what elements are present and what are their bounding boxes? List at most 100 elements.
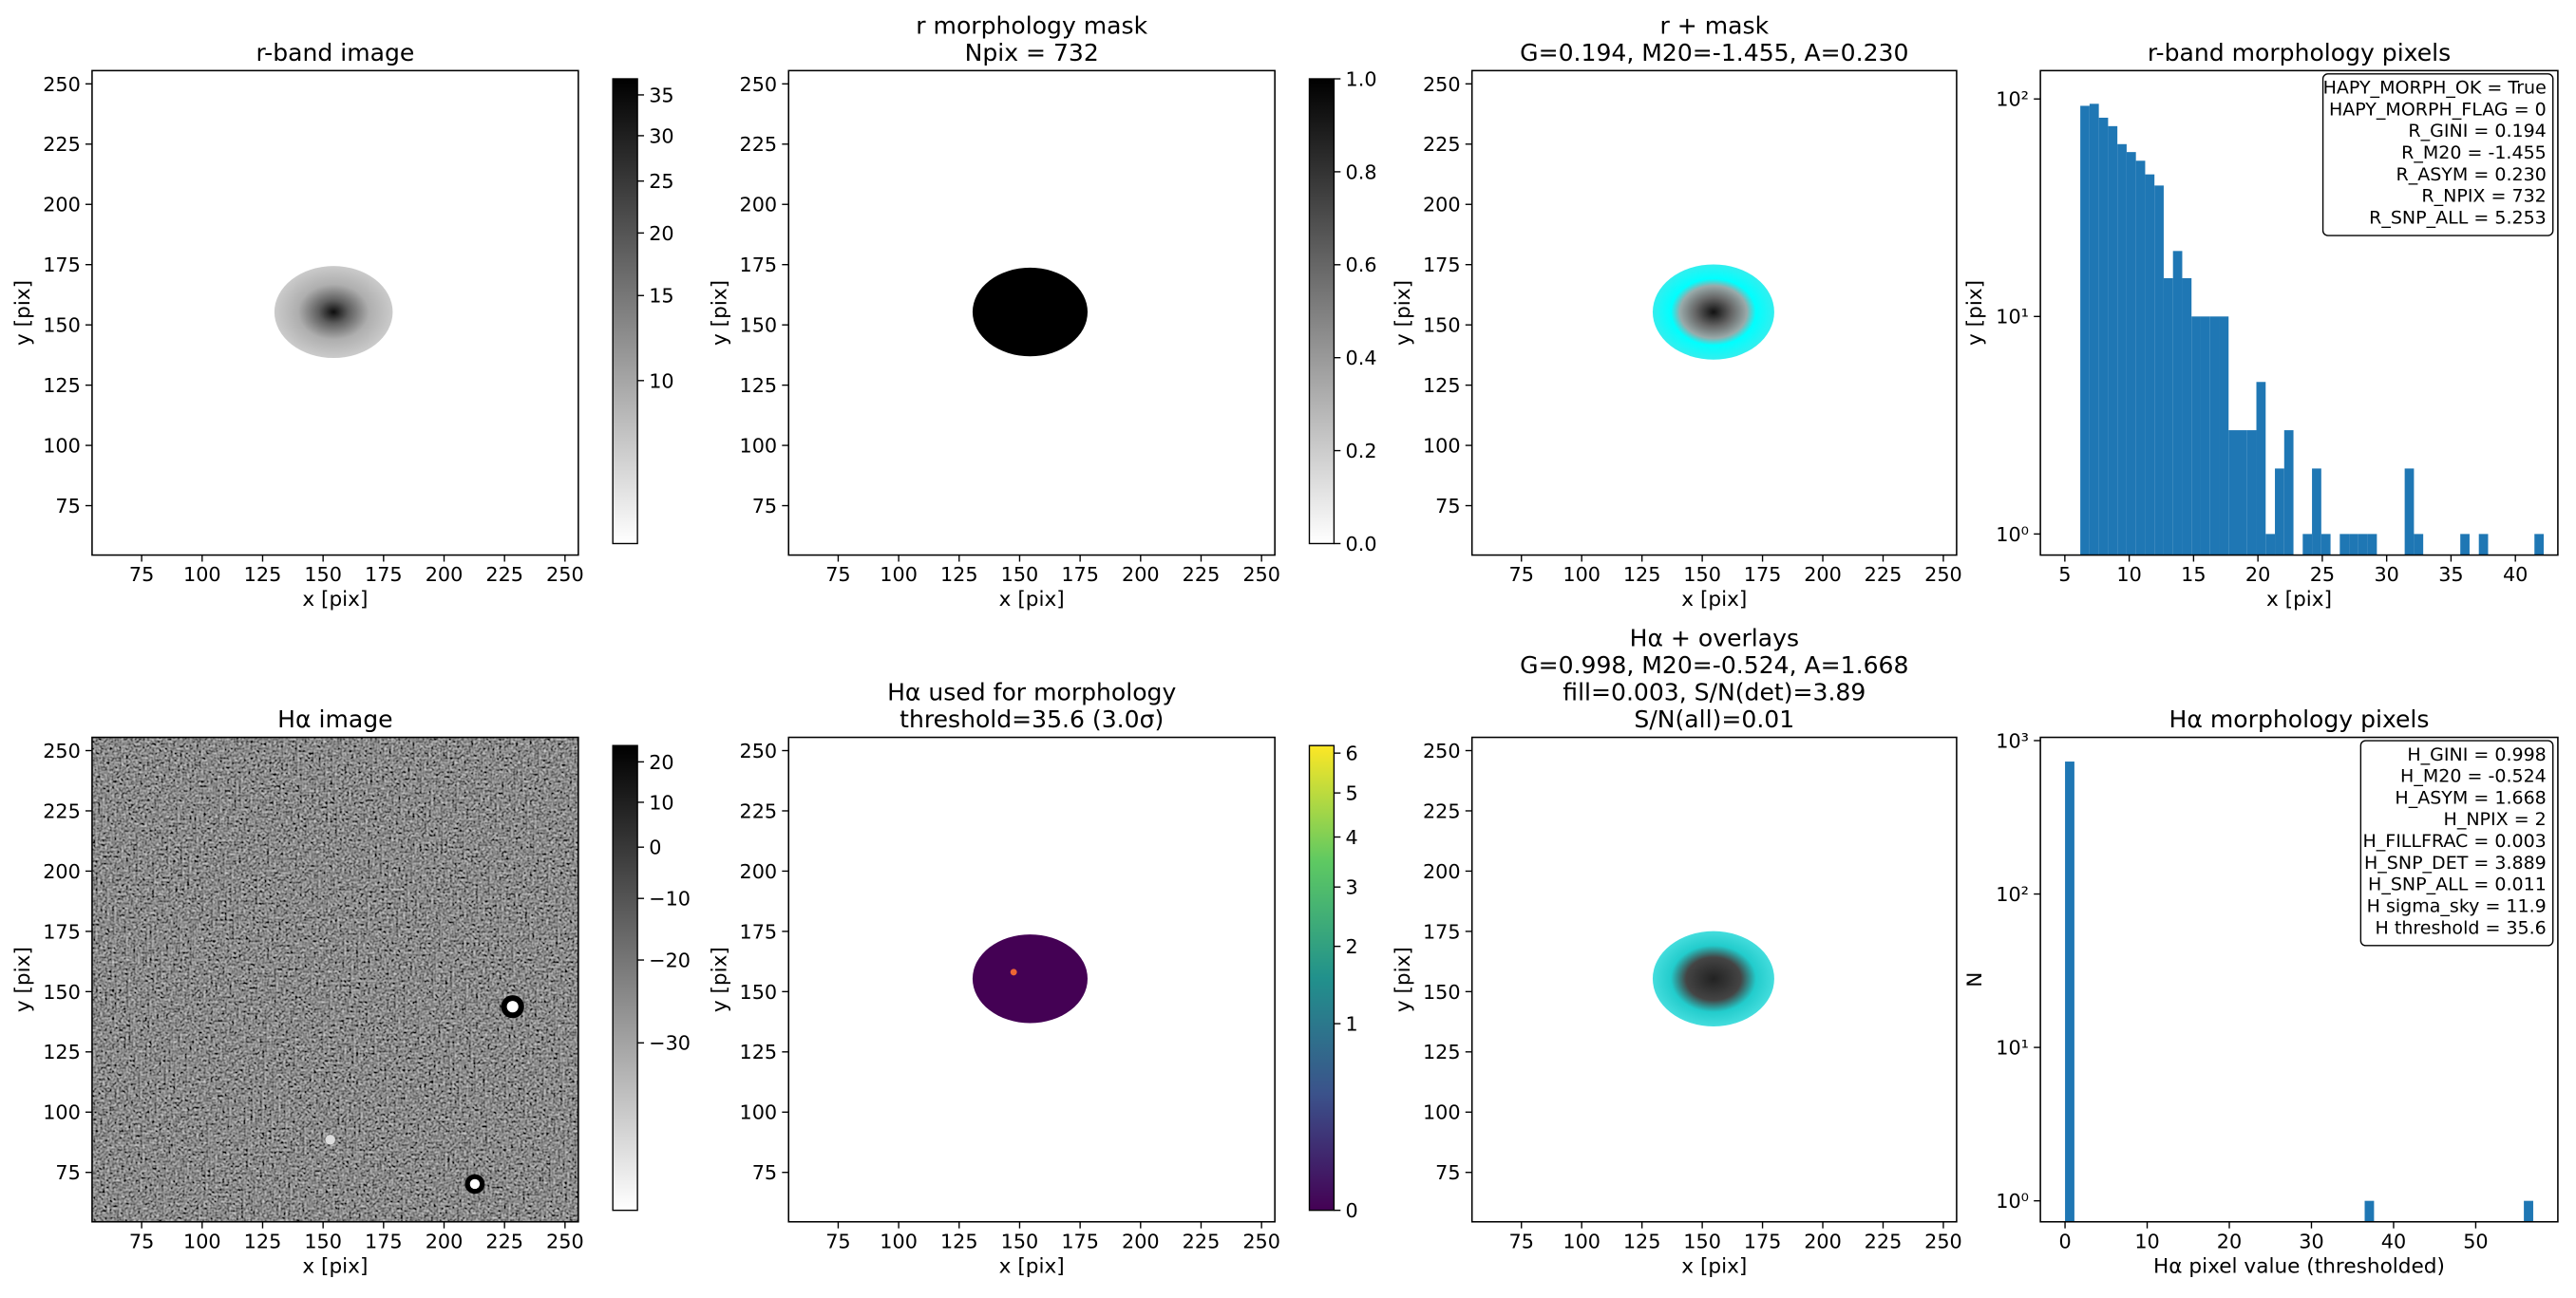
y-tick-label: 125 — [43, 374, 81, 397]
y-tick-label: 250 — [740, 73, 778, 96]
y-tick-label: 225 — [740, 799, 778, 822]
axes-frame — [2039, 736, 2559, 1223]
colorbar — [612, 78, 638, 545]
y-tick-label: 10³ — [1996, 729, 2029, 752]
x-axis-label: x [pix] — [2266, 588, 2332, 611]
axes-frame — [91, 736, 579, 1223]
y-tick-label: 200 — [740, 860, 778, 883]
y-axis-label: y [pix] — [1392, 280, 1415, 346]
y-tick-label: 200 — [740, 194, 778, 216]
histogram-bar — [2460, 534, 2470, 555]
colorbar-tick-label: 15 — [649, 285, 673, 308]
histogram-bar — [2228, 430, 2239, 555]
y-tick-label: 200 — [1423, 194, 1461, 216]
x-tick-label: 175 — [1061, 1230, 1099, 1252]
histogram-bar — [2246, 430, 2257, 555]
histogram-bar — [2065, 762, 2074, 1222]
y-tick-label: 10¹ — [1996, 1037, 2029, 1060]
y-tick-label: 150 — [740, 981, 778, 1004]
x-tick-label: 250 — [1924, 563, 1962, 586]
histogram-bar — [2172, 251, 2183, 555]
chart-title: Npix = 732 — [965, 39, 1099, 66]
x-tick-label: 75 — [825, 1230, 850, 1252]
x-tick-label: 125 — [244, 563, 282, 586]
y-tick-label: 125 — [43, 1041, 81, 1063]
histogram-bar — [2219, 316, 2229, 555]
x-tick-label: 25 — [2310, 563, 2335, 586]
colorbar-tick-label: −30 — [649, 1032, 691, 1055]
x-tick-label: 175 — [1061, 563, 1099, 586]
histogram-bar — [2163, 277, 2173, 555]
x-tick-label: 150 — [1001, 1230, 1039, 1252]
annotation-line: H_M20 = -0.524 — [2400, 766, 2547, 787]
y-tick-label: 75 — [55, 495, 80, 517]
annotation-line: H_ASYM = 1.668 — [2395, 787, 2546, 808]
x-tick-label: 250 — [1242, 563, 1280, 586]
histogram-bar — [2182, 277, 2192, 555]
y-tick-label: 225 — [43, 133, 81, 156]
histogram-bar — [2364, 1200, 2375, 1222]
y-tick-label: 100 — [740, 435, 778, 458]
y-axis-label: y [pix] — [1963, 280, 1987, 346]
axes-frame — [787, 69, 1276, 556]
y-tick-label: 125 — [1423, 1041, 1461, 1063]
x-axis-label: Hα pixel value (thresholded) — [2153, 1254, 2445, 1278]
colorbar — [1308, 744, 1335, 1212]
y-tick-label: 10⁰ — [1996, 523, 2029, 546]
y-axis-label: y [pix] — [709, 280, 732, 346]
colorbar-tick-label: 0.6 — [1346, 254, 1377, 276]
chart-title: r-band morphology pixels — [2148, 39, 2451, 66]
x-tick-label: 5 — [2058, 563, 2071, 586]
chart-title: r-band image — [256, 39, 414, 66]
x-tick-label: 125 — [940, 1230, 978, 1252]
y-tick-label: 100 — [1423, 435, 1461, 458]
colorbar-tick-label: 5 — [1346, 782, 1358, 805]
x-tick-label: 75 — [825, 563, 850, 586]
x-tick-label: 150 — [1683, 563, 1721, 586]
annotation-line: H threshold = 35.6 — [2376, 917, 2547, 938]
y-tick-label: 100 — [43, 435, 81, 458]
y-tick-label: 10² — [1996, 883, 2029, 906]
chart-title: r + mask — [1660, 11, 1770, 39]
y-tick-label: 250 — [1423, 740, 1461, 762]
y-tick-label: 75 — [1435, 1161, 1460, 1184]
colorbar-tick-label: −20 — [649, 949, 691, 971]
colorbar-tick-label: 4 — [1346, 826, 1358, 849]
annotation-line: H_SNP_DET = 3.889 — [2364, 853, 2547, 874]
y-tick-label: 225 — [1423, 133, 1461, 156]
annotation-line: R_NPIX = 732 — [2421, 186, 2546, 207]
colorbar-tick-label: 20 — [649, 222, 673, 245]
colorbar-tick-label: 0.8 — [1346, 160, 1377, 183]
histogram-bar — [2154, 185, 2164, 555]
histogram-bar — [2089, 103, 2099, 555]
histogram-bar — [2339, 534, 2350, 555]
y-tick-label: 75 — [752, 1161, 777, 1184]
axes-frame — [91, 69, 579, 556]
y-tick-label: 125 — [1423, 374, 1461, 397]
x-tick-label: 30 — [2374, 563, 2398, 586]
x-tick-label: 250 — [1924, 1230, 1962, 1252]
x-tick-label: 225 — [485, 563, 523, 586]
x-tick-label: 225 — [485, 1230, 523, 1252]
y-tick-label: 75 — [1435, 495, 1460, 517]
x-tick-label: 20 — [2245, 563, 2270, 586]
histogram-bar — [2191, 316, 2201, 555]
x-tick-label: 125 — [1623, 1230, 1661, 1252]
y-tick-label: 200 — [1423, 860, 1461, 883]
chart-title: G=0.194, M20=-1.455, A=0.230 — [1520, 39, 1908, 66]
x-tick-label: 10 — [2116, 563, 2141, 586]
y-tick-label: 75 — [752, 495, 777, 517]
colorbar-tick-label: 1.0 — [1346, 67, 1377, 90]
x-tick-label: 125 — [940, 563, 978, 586]
colorbar-tick-label: −10 — [649, 888, 691, 911]
y-axis-label: y [pix] — [709, 947, 732, 1012]
y-tick-label: 10² — [1996, 88, 2029, 111]
y-axis-label: y [pix] — [1392, 947, 1415, 1012]
y-tick-label: 150 — [43, 314, 81, 337]
annotation-line: H_NPIX = 2 — [2444, 809, 2547, 830]
annotation-line: R_SNP_ALL = 5.253 — [2369, 208, 2547, 229]
colorbar-tick-label: 0.2 — [1346, 440, 1377, 462]
y-tick-label: 175 — [43, 920, 81, 943]
x-axis-label: x [pix] — [1681, 1254, 1747, 1278]
